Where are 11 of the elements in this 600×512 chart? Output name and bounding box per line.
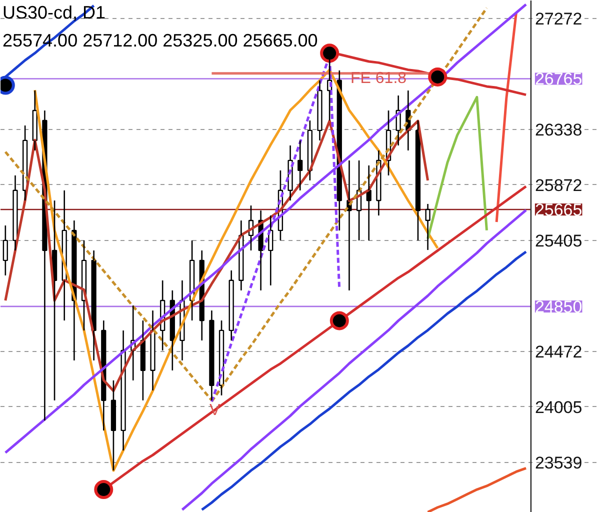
ref-line-label: 24850: [534, 297, 582, 316]
ref-line-label: 25665: [534, 200, 582, 220]
y-tick-label: 25405: [534, 231, 582, 250]
chart-title: US30-cd, D1: [2, 2, 106, 22]
ref-line-label: 26765: [534, 70, 582, 89]
y-tick-label: 24472: [534, 342, 582, 362]
y-tick-label: 25872: [534, 176, 582, 195]
y-tick-label: 23539: [534, 453, 582, 472]
y-tick-label: 27272: [534, 9, 582, 28]
y-tick-label: 24005: [534, 398, 582, 417]
y-tick-label: 26338: [534, 120, 582, 140]
